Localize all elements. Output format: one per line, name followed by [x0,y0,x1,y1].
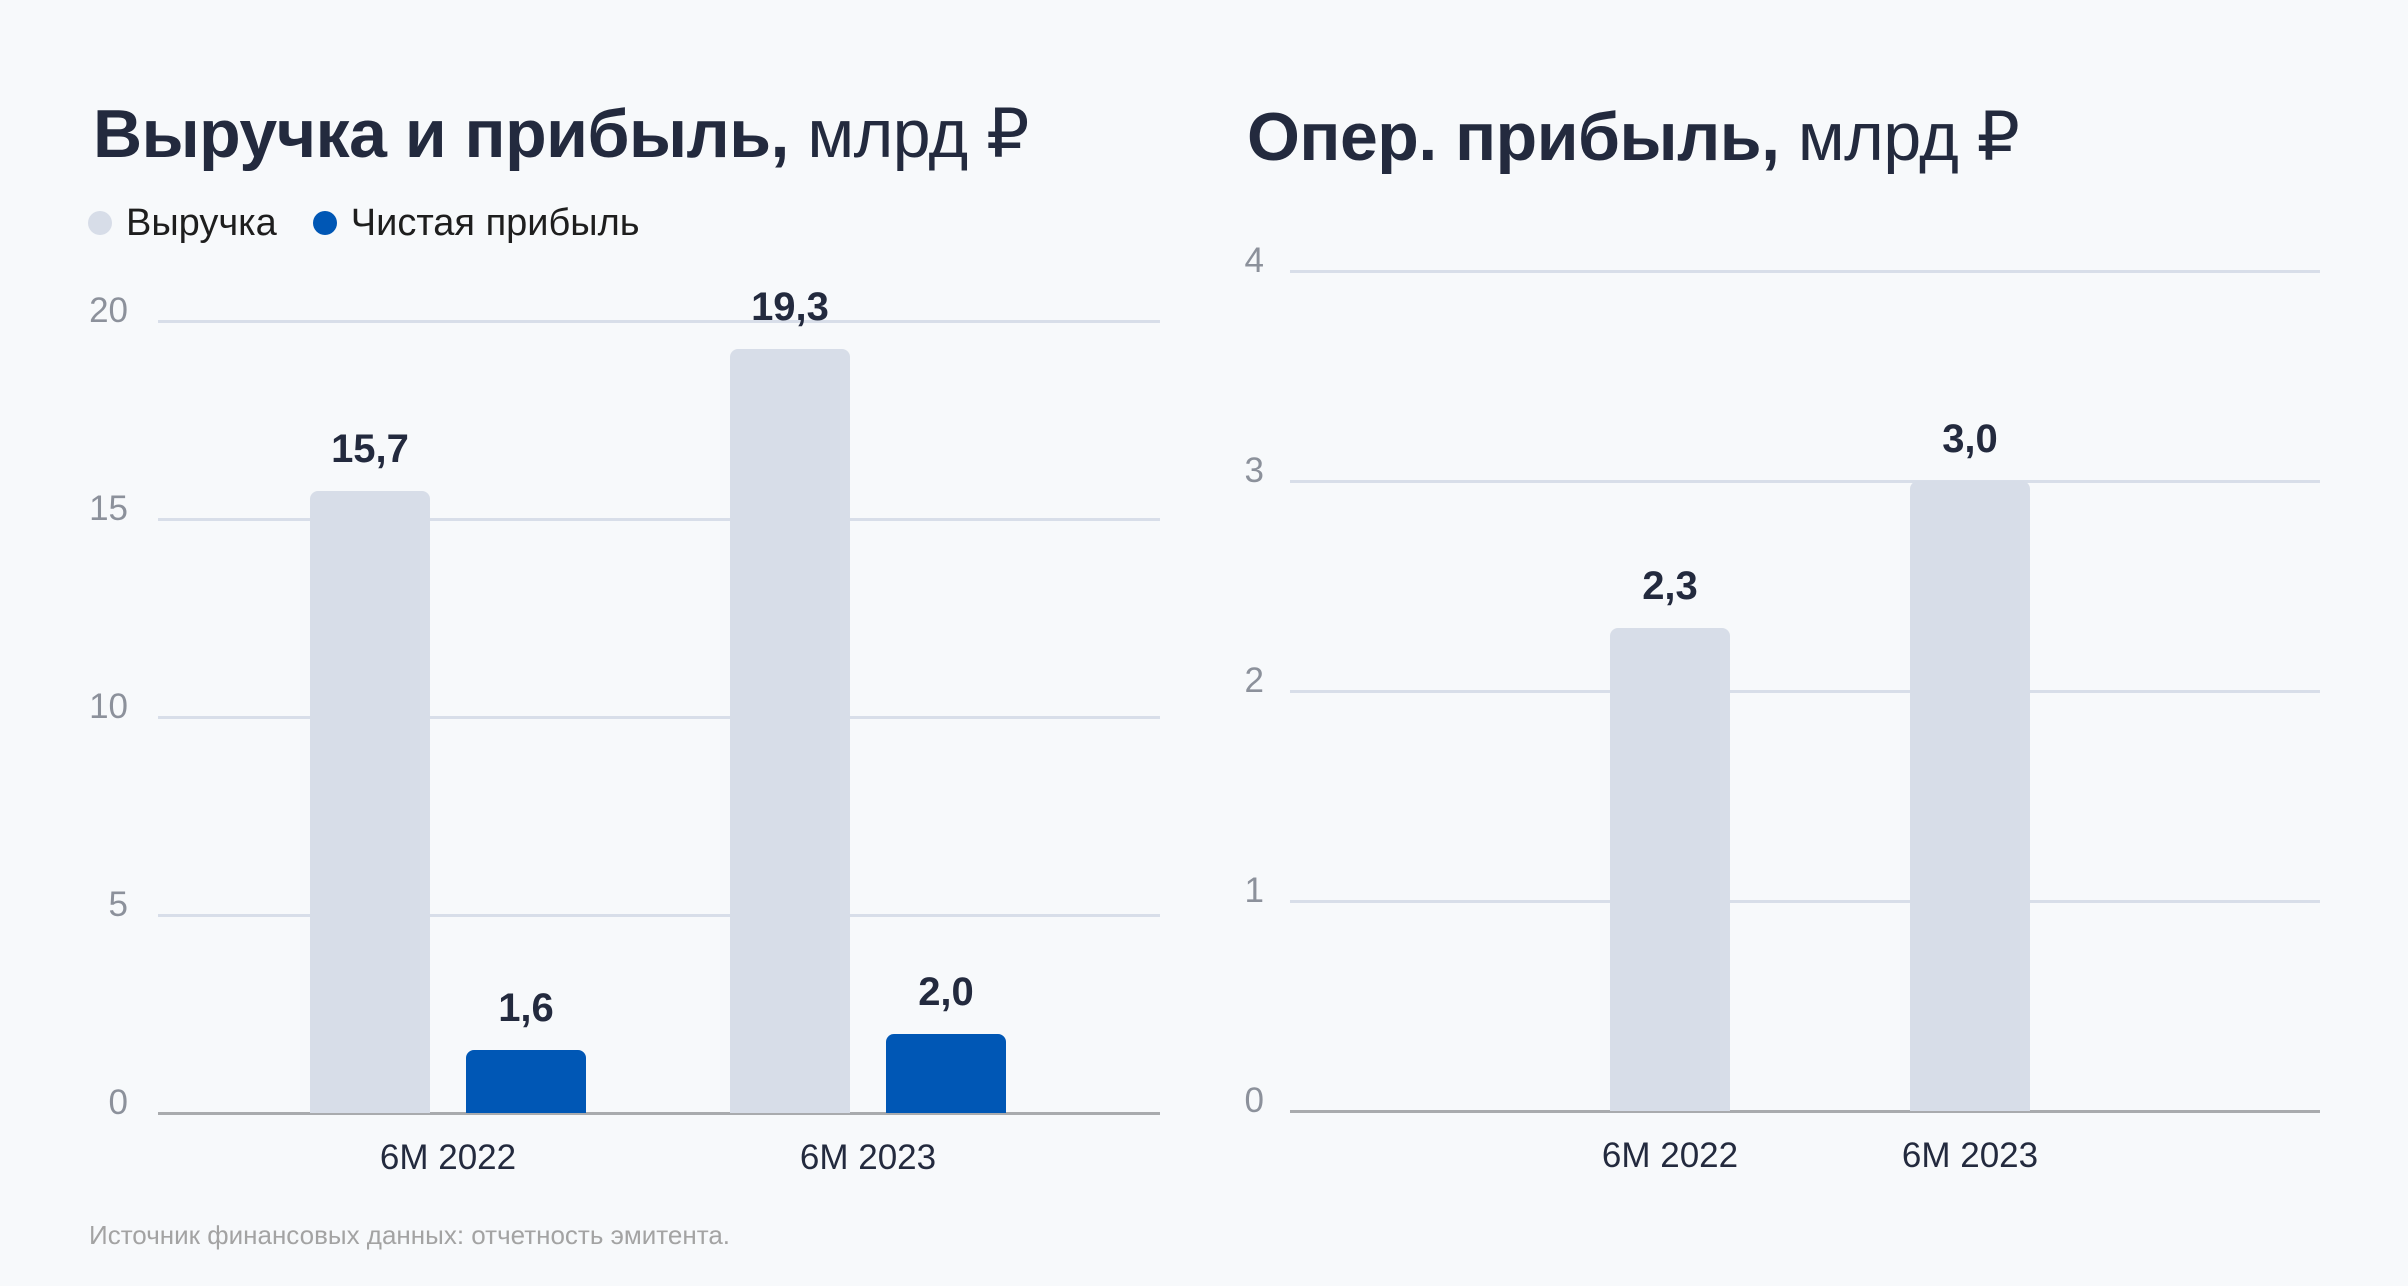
bar-value-label: 19,3 [751,284,829,329]
y-tick-label: 2 [1244,661,1264,700]
gridline [158,320,1160,323]
right-chart-title: Опер. прибыль, млрд ₽ [1247,103,2020,171]
bar-primary [1610,628,1730,1111]
y-tick-label: 5 [108,885,128,924]
gridline [158,716,1160,719]
x-category-label: 6M 2023 [1901,1136,2039,1175]
bar-primary [1910,481,2030,1111]
y-tick-label: 15 [89,489,128,528]
gridline [1290,690,2320,693]
y-tick-label: 20 [89,291,128,330]
y-tick-label: 0 [108,1083,128,1122]
chart-legend: Выручка Чистая прибыль [88,201,676,245]
bar-value-label: 2,3 [1642,564,1698,608]
left-chart-title-unit: млрд ₽ [807,96,1029,172]
bar-value-label: 3,0 [1942,417,1998,461]
gridline [158,914,1160,917]
legend-item-net-profit: Чистая прибыль [312,201,640,245]
y-tick-label: 1 [1244,871,1264,910]
bar-value-label: 15,7 [331,427,409,472]
bar-primary [310,491,430,1113]
revenue-dot-icon [88,211,112,235]
net-profit-dot-icon [312,211,337,235]
left-chart-title: Выручка и прибыль, млрд ₽ [93,100,1029,168]
gridline [1290,270,2320,273]
x-axis-line [158,1112,1160,1115]
bar-primary [730,348,850,1113]
x-category-label: 6M 2023 [799,1138,937,1177]
legend-item-revenue: Выручка [88,202,277,245]
gridline [1290,900,2320,903]
right-chart-title-unit: млрд ₽ [1797,99,2020,175]
bar-value-label: 1,6 [498,985,554,1030]
x-category-label: 6M 2022 [379,1138,517,1177]
gridline [1290,480,2320,483]
legend-label-net-profit: Чистая прибыль [350,201,640,244]
y-tick-label: 4 [1244,241,1264,280]
bar-secondary [886,1033,1006,1113]
gridline [158,518,1160,521]
y-tick-label: 10 [89,687,128,726]
y-tick-label: 0 [1244,1081,1264,1120]
bar-secondary [466,1049,586,1113]
bar-value-label: 2,0 [918,969,974,1014]
y-tick-label: 3 [1244,451,1264,490]
legend-label-revenue: Выручка [126,201,277,244]
right-chart-title-main: Опер. прибыль, [1247,99,1780,175]
revenue-profit-chart: 0 5 10 15 20 15,7 1,6 6M 2022 19,3 2,0 6M 2023 [0,0,1200,1286]
x-axis-line [1290,1110,2320,1113]
source-footnote: Источник финансовых данных: отчетность э… [89,1220,731,1250]
x-category-label: 6M 2022 [1601,1136,1739,1175]
left-chart-title-main: Выручка и прибыль, [93,96,789,172]
